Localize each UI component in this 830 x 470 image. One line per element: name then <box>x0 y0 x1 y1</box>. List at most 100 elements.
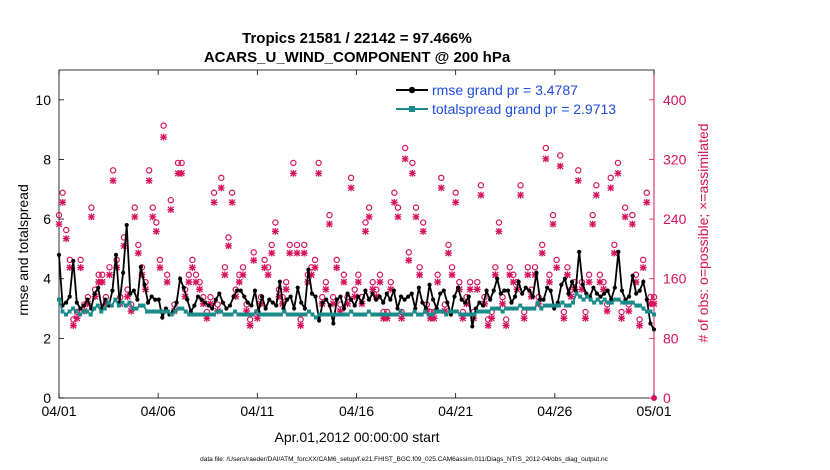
obs-assimilated-marker <box>347 184 355 192</box>
rmse-point <box>288 294 293 299</box>
spread-point <box>289 312 294 317</box>
rmse-point <box>324 297 329 302</box>
rmse-point <box>562 276 568 281</box>
obs-assimilated-marker <box>207 300 214 308</box>
rmse-point <box>64 300 69 305</box>
spread-point <box>363 312 368 317</box>
rmse-point <box>470 324 475 329</box>
spread-point <box>419 312 424 317</box>
spread-point <box>85 309 90 314</box>
obs-assimilated-marker <box>329 300 337 308</box>
rmse-point <box>488 297 493 302</box>
obs-possible-marker <box>510 271 517 278</box>
rmse-point <box>637 288 642 293</box>
obs-assimilated-marker <box>520 314 528 322</box>
spread-point <box>328 312 333 317</box>
obs-possible-marker <box>506 264 513 271</box>
rmse-point <box>381 300 386 305</box>
spread-point <box>370 312 375 317</box>
rmse-point <box>292 306 297 311</box>
rmse-point <box>96 285 101 290</box>
spread-point <box>511 306 516 311</box>
spread-point <box>176 306 181 311</box>
obs-assimilated-marker <box>221 271 229 279</box>
rmse-point <box>149 294 154 299</box>
obs-possible-marker <box>492 264 499 271</box>
obs-assimilated-marker <box>250 256 258 264</box>
spread-point <box>155 309 160 314</box>
rmse-point <box>477 300 482 305</box>
obs-possible-marker <box>474 278 481 286</box>
obs-assimilated-marker <box>542 155 550 163</box>
spread-point <box>264 312 269 317</box>
obs-assimilated-marker <box>77 264 85 271</box>
rmse-point <box>153 297 158 302</box>
obs-assimilated-marker <box>546 278 553 286</box>
obs-assimilated-marker <box>473 285 481 293</box>
spread-point <box>468 312 473 317</box>
obs-possible-marker <box>593 182 600 189</box>
obs-possible-marker <box>351 286 358 293</box>
obs-assimilated-marker <box>412 213 420 221</box>
obs-assimilated-marker <box>95 278 103 286</box>
rmse-point <box>302 306 307 311</box>
obs-possible-marker <box>448 264 456 271</box>
y-axis-label-left: rmse and totalspread <box>15 184 31 316</box>
obs-assimilated-marker <box>106 271 113 279</box>
obs-possible-marker <box>560 308 568 316</box>
rmse-point <box>409 291 414 296</box>
rmse-point <box>402 297 407 302</box>
obs-assimilated-marker <box>567 293 575 300</box>
spread-point <box>204 312 209 317</box>
y-tick-label-right: 320 <box>663 151 687 167</box>
obs-assimilated-marker <box>509 278 517 286</box>
rmse-point <box>242 294 247 299</box>
obs-assimilated-marker <box>369 285 377 293</box>
spread-point <box>535 300 540 305</box>
y-tick-label-right: 400 <box>663 92 687 108</box>
spread-point <box>567 303 572 308</box>
spread-point <box>208 312 213 317</box>
rmse-point <box>316 318 322 323</box>
y-tick-label-left: 8 <box>43 151 51 167</box>
rmse-point <box>441 288 446 293</box>
rmse-point <box>509 300 514 305</box>
rmse-point <box>516 279 521 284</box>
obs-possible-marker <box>228 189 236 196</box>
rmse-point <box>530 294 535 299</box>
rmse-point <box>641 279 646 284</box>
rmse-point <box>648 321 653 326</box>
obs-assimilated-marker <box>506 271 514 279</box>
obs-possible-marker <box>290 159 297 167</box>
spread-point <box>162 309 167 314</box>
rmse-point <box>452 294 457 299</box>
obs-possible-marker <box>131 204 138 211</box>
spread-point <box>211 312 216 317</box>
spread-point <box>282 309 287 314</box>
rmse-point <box>591 285 596 290</box>
rmse-point <box>459 297 464 302</box>
rmse-point <box>299 300 304 305</box>
rmse-point <box>445 300 450 305</box>
legend-spread-label: totalspread grand pr = 2.9713 <box>432 101 616 117</box>
rmse-point <box>160 315 165 320</box>
spread-point <box>338 312 343 317</box>
rmse-point <box>495 276 500 281</box>
obs-assimilated-marker <box>120 242 128 250</box>
obs-possible-marker <box>326 211 333 219</box>
rmse-point <box>199 297 204 302</box>
obs-possible-marker <box>174 159 182 167</box>
obs-assimilated-marker <box>102 300 110 308</box>
obs-possible-marker <box>477 182 485 189</box>
spread-point <box>602 297 607 302</box>
spread-point <box>292 312 297 317</box>
spread-point <box>317 312 322 317</box>
spread-point <box>606 300 611 305</box>
spread-point <box>106 300 111 305</box>
obs-possible-marker <box>557 152 564 159</box>
spread-point <box>475 309 480 314</box>
spread-point <box>384 312 389 317</box>
obs-possible-marker <box>416 264 423 271</box>
spread-point <box>528 306 533 311</box>
obs-assimilated-marker <box>589 220 597 228</box>
